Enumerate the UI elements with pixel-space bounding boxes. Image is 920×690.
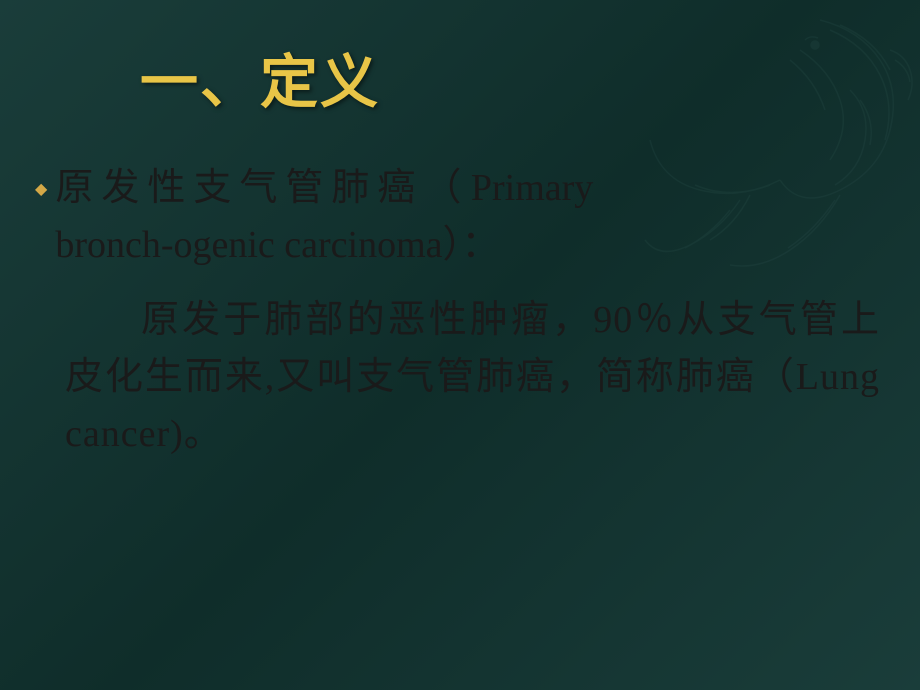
term-english-line2: bronch-ogenic carcinoma）： [55,224,499,266]
slide-title: 一、定义 [140,35,380,119]
term-block: 原发性支气管肺癌（ Primary bronch-ogenic carcinom… [55,160,593,274]
bullet-item: ◆ 原发性支气管肺癌（ Primary bronch-ogenic carcin… [35,160,880,274]
term-paren-open: （ [423,167,461,209]
term-english-line1: Primary [471,167,593,209]
diamond-bullet-icon: ◆ [35,178,47,202]
slide-content: ◆ 原发性支气管肺癌（ Primary bronch-ogenic carcin… [35,160,880,463]
term-chinese: 原发性支气管肺癌 [55,167,423,209]
definition-text: 原发于肺部的恶性肿瘤，90％从支气管上皮化生而来,又叫支气管肺癌，简称肺癌（Lu… [65,292,880,463]
